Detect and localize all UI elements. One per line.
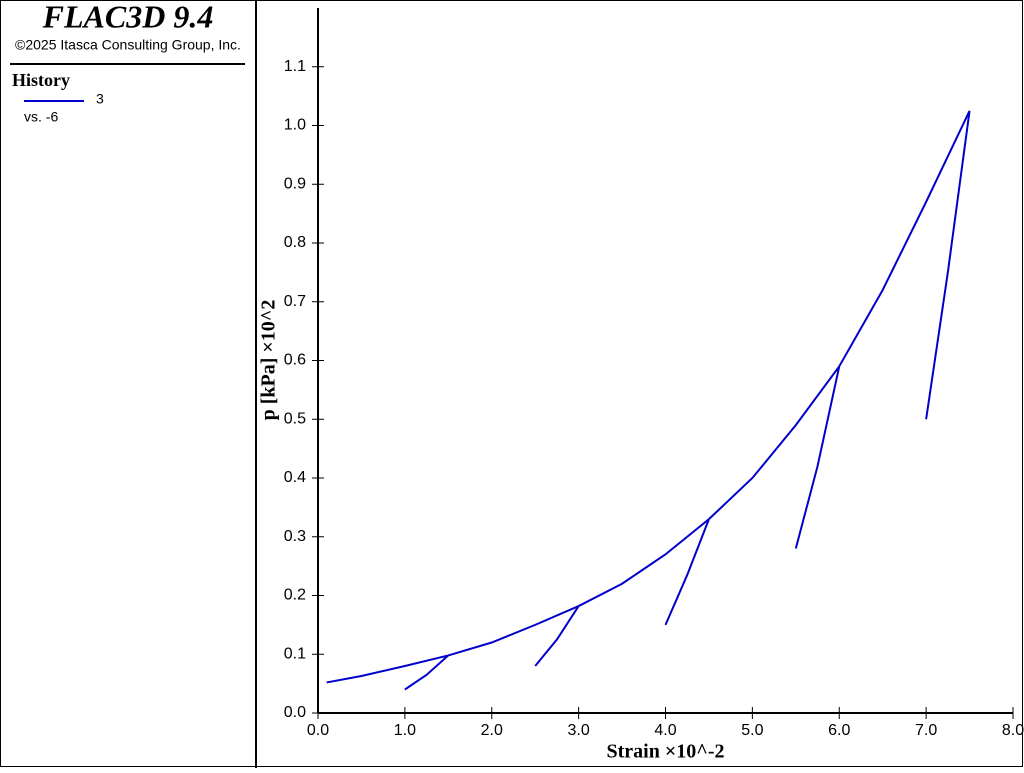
plot: 0.0 1.0 2.0 3.0 4.0 5.0 6.0 7.0 8.0 0.0 0.1 0.2 0.3 0… (258, 8, 1024, 763)
legend-entry: 3 (96, 91, 104, 107)
y-tick-label: 0.5 (284, 410, 306, 427)
y-tick-label: 0.6 (284, 352, 306, 369)
x-tick-label: 8.0 (1002, 722, 1024, 739)
y-tick-label: 0.8 (284, 234, 306, 251)
x-tick-label: 3.0 (568, 722, 590, 739)
x-tick-label: 5.0 (741, 722, 763, 739)
copyright: ©2025 Itasca Consulting Group, Inc. (15, 37, 241, 53)
x-tick-label: 2.0 (481, 722, 503, 739)
y-tick-label: 0.7 (284, 293, 306, 310)
app-title: FLAC3D 9.4 (42, 0, 214, 34)
y-tick-label: 0.3 (284, 528, 306, 545)
y-tick-label: 1.0 (284, 117, 306, 134)
x-tick-label: 7.0 (915, 722, 937, 739)
legend-title: History (12, 70, 70, 90)
y-tick-label: 0.1 (284, 645, 306, 662)
x-tick-label: 1.0 (394, 722, 416, 739)
y-tick-label: 1.1 (284, 58, 306, 75)
y-tick-label: 0.9 (284, 175, 306, 192)
legend-vs: vs. -6 (24, 109, 58, 125)
x-tick-label: 4.0 (654, 722, 676, 739)
y-axis-title: p [kPa] ×10^2 (258, 300, 280, 421)
x-axis-title: Strain ×10^-2 (606, 741, 724, 763)
x-tick-label: 6.0 (828, 722, 850, 739)
x-tick-label: 0.0 (307, 722, 329, 739)
history-line (326, 110, 971, 691)
y-tick-label: 0.2 (284, 587, 306, 604)
y-tick-label: 0.0 (284, 704, 306, 721)
y-tick-label: 0.4 (284, 469, 306, 486)
